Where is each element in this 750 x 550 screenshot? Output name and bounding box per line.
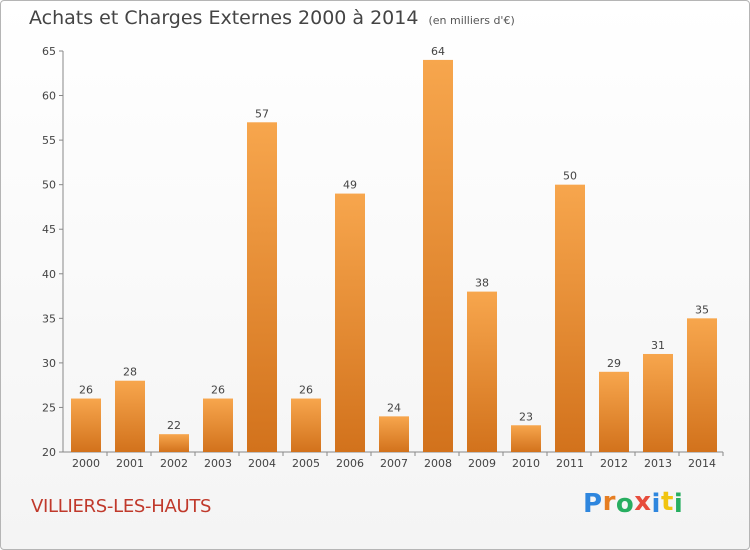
commune-name: VILLIERS-LES-HAUTS bbox=[31, 496, 212, 517]
bar-2014 bbox=[687, 318, 717, 452]
bar-2002 bbox=[159, 434, 189, 452]
x-tick-label-2006: 2006 bbox=[336, 457, 364, 470]
logo-letter: P bbox=[583, 489, 603, 519]
x-tick-label-2011: 2011 bbox=[556, 457, 584, 470]
logo-letter: t bbox=[660, 487, 674, 517]
x-tick-label-2010: 2010 bbox=[512, 457, 540, 470]
data-label-2014: 35 bbox=[695, 303, 709, 316]
bar-2011 bbox=[555, 184, 585, 452]
bar-2010 bbox=[511, 425, 541, 452]
data-label-2008: 64 bbox=[431, 45, 445, 58]
y-tick-label: 45 bbox=[42, 223, 56, 236]
y-tick-label: 55 bbox=[42, 134, 56, 147]
bar-2009 bbox=[467, 291, 497, 452]
data-label-2007: 24 bbox=[387, 401, 401, 414]
data-label-2002: 22 bbox=[167, 419, 181, 432]
y-tick-label: 65 bbox=[42, 45, 56, 58]
x-tick-label-2004: 2004 bbox=[248, 457, 276, 470]
data-label-2005: 26 bbox=[299, 384, 313, 397]
bar-2008 bbox=[423, 59, 453, 453]
logo-letter: r bbox=[602, 487, 616, 517]
bar-2012 bbox=[599, 371, 629, 452]
x-tick-label-2007: 2007 bbox=[380, 457, 408, 470]
y-tick-label: 30 bbox=[42, 357, 56, 370]
x-tick-label-2012: 2012 bbox=[600, 457, 628, 470]
data-label-2009: 38 bbox=[475, 277, 489, 290]
data-label-2010: 23 bbox=[519, 410, 533, 423]
y-tick-label: 40 bbox=[42, 268, 56, 281]
data-label-2003: 26 bbox=[211, 384, 225, 397]
bar-2003 bbox=[203, 398, 233, 452]
logo-letter: x bbox=[634, 487, 652, 517]
y-tick-label: 25 bbox=[42, 401, 56, 414]
x-tick-label-2001: 2001 bbox=[116, 457, 144, 470]
data-label-2001: 28 bbox=[123, 366, 137, 379]
x-tick-label-2009: 2009 bbox=[468, 457, 496, 470]
x-tick-label-2005: 2005 bbox=[292, 457, 320, 470]
logo-letter: i bbox=[651, 489, 661, 519]
x-tick-label-2002: 2002 bbox=[160, 457, 188, 470]
x-tick-label-2000: 2000 bbox=[72, 457, 100, 470]
y-tick-label: 60 bbox=[42, 90, 56, 103]
x-tick-label-2013: 2013 bbox=[644, 457, 672, 470]
y-tick-label: 20 bbox=[42, 446, 56, 459]
data-label-2000: 26 bbox=[79, 384, 93, 397]
logo-letter: i bbox=[673, 489, 684, 519]
y-tick-label: 50 bbox=[42, 179, 56, 192]
chart-title: Achats et Charges Externes 2000 à 2014 bbox=[29, 7, 419, 29]
bar-2007 bbox=[379, 416, 409, 452]
bar-2000 bbox=[71, 398, 101, 452]
x-tick-label-2014: 2014 bbox=[688, 457, 716, 470]
chart-title-block: Achats et Charges Externes 2000 à 2014 (e… bbox=[29, 7, 515, 29]
bar-2005 bbox=[291, 398, 321, 452]
data-label-2013: 31 bbox=[651, 339, 665, 352]
data-label-2011: 50 bbox=[563, 170, 577, 183]
bar-2001 bbox=[115, 380, 145, 452]
bar-2004 bbox=[247, 122, 277, 453]
proxiti-logo[interactable]: Proxiti bbox=[583, 487, 684, 519]
x-tick-label-2008: 2008 bbox=[424, 457, 452, 470]
data-label-2006: 49 bbox=[343, 179, 357, 192]
data-label-2012: 29 bbox=[607, 357, 621, 370]
bar-2013 bbox=[643, 353, 673, 452]
bar-2006 bbox=[335, 193, 365, 453]
x-tick-label-2003: 2003 bbox=[204, 457, 232, 470]
chart-subtitle: (en milliers d'€) bbox=[428, 14, 515, 27]
y-tick-label: 35 bbox=[42, 312, 56, 325]
data-label-2004: 57 bbox=[255, 107, 269, 120]
logo-letter: o bbox=[615, 489, 635, 519]
